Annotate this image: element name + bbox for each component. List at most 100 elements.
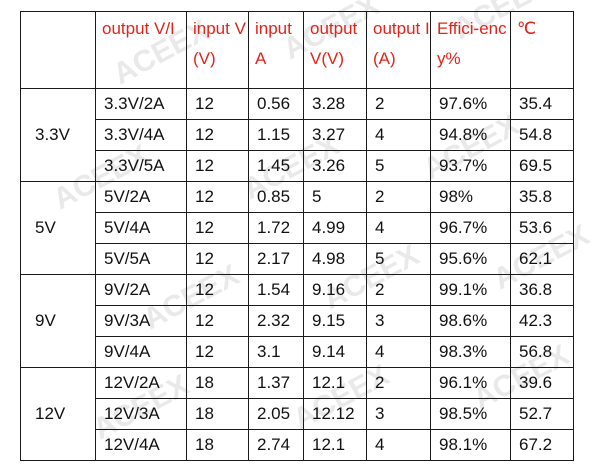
output-voltage-cell: 12.1 [303, 367, 367, 399]
output-current-cell: 5 [366, 150, 431, 182]
header-efficiency: Effici-ency% [430, 11, 511, 89]
input-current-cell: 0.85 [248, 181, 304, 213]
group-label-cell: 3.3V [20, 88, 96, 182]
output-vi-cell: 3.3V/4A [95, 119, 187, 151]
temperature-cell: 54.8 [510, 119, 574, 151]
table-row: 12V/3A 18 2.05 12.12 3 98.5% 52.7 [21, 398, 574, 430]
input-current-cell: 1.15 [248, 119, 304, 151]
output-voltage-cell: 9.16 [303, 274, 367, 306]
output-vi-cell: 9V/2A [95, 274, 187, 306]
output-voltage-cell: 3.27 [303, 119, 367, 151]
temperature-cell: 53.6 [510, 212, 574, 244]
table-row: 12V/4A 18 2.74 12.1 4 98.1% 67.2 [21, 429, 574, 461]
table-row: 3.3V 3.3V/2A 12 0.56 3.28 2 97.6% 35.4 [20, 88, 574, 182]
header-group-label [20, 11, 96, 89]
efficiency-cell: 93.7% [430, 150, 511, 182]
output-vi-cell: 12V/2A [95, 367, 187, 399]
table-row: 5V 5V/2A 12 0.85 5 2 98% 35.8 [20, 181, 574, 275]
efficiency-cell: 98% [430, 181, 511, 213]
input-voltage-cell: 12 [186, 336, 249, 368]
header-input-current: input A [248, 11, 304, 89]
header-output-vi: output V/I [95, 11, 187, 89]
output-current-cell: 3 [366, 305, 431, 337]
table-row: 5V/5A 12 2.17 4.98 5 95.6% 62.1 [21, 243, 574, 275]
output-vi-cell: 3.3V/5A [95, 150, 187, 182]
table-row: 5V/4A 12 1.72 4.99 4 96.7% 53.6 [21, 212, 574, 244]
output-current-cell: 4 [366, 119, 431, 151]
table-row: 9V/4A 12 3.1 9.14 4 98.3% 56.8 [21, 336, 574, 368]
output-vi-cell: 9V/3A [95, 305, 187, 337]
group-label-cell: 12V [20, 367, 96, 461]
temperature-cell: 39.6 [510, 367, 574, 399]
input-voltage-cell: 12 [186, 212, 249, 244]
header-output-voltage: output V(V) [303, 11, 367, 89]
output-voltage-cell: 4.99 [303, 212, 367, 244]
output-voltage-cell: 5 [303, 181, 367, 213]
input-current-cell: 1.54 [248, 274, 304, 306]
output-vi-cell: 9V/4A [95, 336, 187, 368]
input-voltage-cell: 18 [186, 398, 249, 430]
input-current-cell: 2.32 [248, 305, 304, 337]
input-voltage-cell: 12 [186, 88, 249, 120]
table-row: 9V/3A 12 2.32 9.15 3 98.6% 42.3 [21, 305, 574, 337]
output-current-cell: 3 [366, 398, 431, 430]
header-input-voltage: input V(V) [186, 11, 249, 89]
temperature-cell: 36.8 [510, 274, 574, 306]
output-voltage-cell: 3.28 [303, 88, 367, 120]
temperature-cell: 67.2 [510, 429, 574, 461]
efficiency-cell: 98.3% [430, 336, 511, 368]
temperature-cell: 35.8 [510, 181, 574, 213]
input-current-cell: 3.1 [248, 336, 304, 368]
efficiency-cell: 98.6% [430, 305, 511, 337]
temperature-cell: 35.4 [510, 88, 574, 120]
group-label-cell: 5V [20, 181, 96, 275]
table-row: 9V 9V/2A 12 1.54 9.16 2 99.1% 36.8 [20, 274, 574, 368]
output-vi-cell: 12V/4A [95, 429, 187, 461]
output-voltage-cell: 12.12 [303, 398, 367, 430]
output-vi-cell: 5V/4A [95, 212, 187, 244]
table-row: 3.3V/4A 12 1.15 3.27 4 94.8% 54.8 [21, 119, 574, 151]
output-voltage-cell: 9.15 [303, 305, 367, 337]
output-voltage-cell: 3.26 [303, 150, 367, 182]
input-voltage-cell: 12 [186, 243, 249, 275]
efficiency-cell: 94.8% [430, 119, 511, 151]
input-current-cell: 1.37 [248, 367, 304, 399]
input-voltage-cell: 12 [186, 305, 249, 337]
output-vi-cell: 3.3V/2A [95, 88, 187, 120]
output-current-cell: 4 [366, 429, 431, 461]
output-current-cell: 2 [366, 274, 431, 306]
input-current-cell: 0.56 [248, 88, 304, 120]
output-current-cell: 2 [366, 367, 431, 399]
input-current-cell: 1.72 [248, 212, 304, 244]
output-voltage-cell: 12.1 [303, 429, 367, 461]
efficiency-cell: 98.5% [430, 398, 511, 430]
output-current-cell: 5 [366, 243, 431, 275]
input-current-cell: 1.45 [248, 150, 304, 182]
output-voltage-cell: 4.98 [303, 243, 367, 275]
input-current-cell: 2.05 [248, 398, 304, 430]
input-current-cell: 2.74 [248, 429, 304, 461]
header-output-current: output I(A) [366, 11, 431, 89]
input-voltage-cell: 18 [186, 367, 249, 399]
table-row: 12V 12V/2A 18 1.37 12.1 2 96.1% 39.6 [20, 367, 574, 461]
temperature-cell: 69.5 [510, 150, 574, 182]
output-vi-cell: 5V/5A [95, 243, 187, 275]
efficiency-cell: 99.1% [430, 274, 511, 306]
efficiency-cell: 96.1% [430, 367, 511, 399]
temperature-cell: 52.7 [510, 398, 574, 430]
output-voltage-cell: 9.14 [303, 336, 367, 368]
input-voltage-cell: 12 [186, 274, 249, 306]
efficiency-cell: 97.6% [430, 88, 511, 120]
temperature-cell: 56.8 [510, 336, 574, 368]
output-vi-cell: 5V/2A [95, 181, 187, 213]
input-voltage-cell: 12 [186, 150, 249, 182]
output-current-cell: 4 [366, 336, 431, 368]
group-label-cell: 9V [20, 274, 96, 368]
input-voltage-cell: 12 [186, 181, 249, 213]
efficiency-cell: 98.1% [430, 429, 511, 461]
output-current-cell: 2 [366, 88, 431, 120]
